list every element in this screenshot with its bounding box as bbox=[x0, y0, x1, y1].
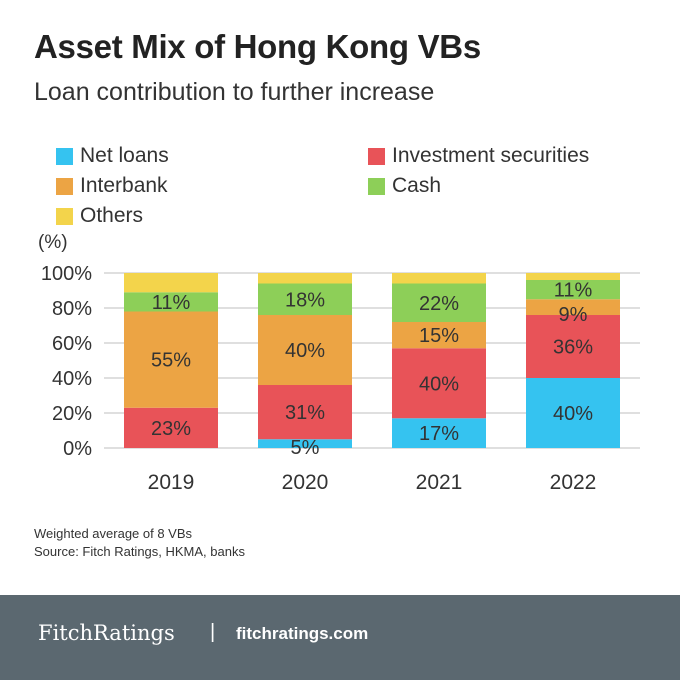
x-tick-label: 2022 bbox=[550, 471, 597, 494]
bar-segment-investment-securities bbox=[392, 348, 486, 419]
bar-segment-others bbox=[392, 273, 486, 284]
legend-swatch bbox=[368, 177, 385, 195]
data-label: 15% bbox=[419, 325, 459, 347]
data-label: 5% bbox=[291, 437, 320, 459]
bar-segment-others bbox=[526, 273, 620, 280]
data-label: 11% bbox=[554, 280, 593, 302]
bar-segment-cash bbox=[526, 280, 620, 300]
bar-segment-others bbox=[258, 273, 352, 284]
footer-website-link[interactable]: fitchratings.com bbox=[236, 624, 369, 643]
bar-segment-cash bbox=[258, 283, 352, 315]
legend-label: Net loans bbox=[80, 144, 169, 167]
bar-segment-others bbox=[124, 273, 218, 293]
stacked-bar-chart: 0% 20% 40% 60% 80% 100% 23% 55% 11% 2019 5% 31% 40% 1… bbox=[41, 263, 640, 494]
bar-segment-interbank bbox=[526, 299, 620, 315]
data-label: 40% bbox=[553, 403, 593, 425]
legend-swatch bbox=[56, 207, 73, 225]
legend-swatch bbox=[56, 147, 73, 165]
legend: Net loans Investment securities Interban… bbox=[56, 144, 656, 234]
y-tick-label: 0% bbox=[63, 438, 92, 460]
footer-separator: | bbox=[210, 621, 216, 643]
data-label: 55% bbox=[151, 350, 191, 372]
chart-subtitle: Loan contribution to further increase bbox=[34, 78, 435, 106]
bar-segment-cash bbox=[124, 292, 218, 312]
legend-item-cash: Cash bbox=[368, 174, 441, 198]
footer-bar: FitchRatings | fitchratings.com bbox=[0, 595, 680, 680]
data-label: 40% bbox=[285, 340, 325, 362]
y-tick-label: 40% bbox=[52, 368, 92, 390]
bar-segment-interbank bbox=[258, 315, 352, 385]
legend-label: Cash bbox=[392, 174, 442, 197]
bar-segment-net-loans bbox=[526, 378, 620, 448]
chart-title: Asset Mix of Hong Kong VBs bbox=[34, 28, 481, 65]
legend-label: Interbank bbox=[80, 174, 168, 197]
y-tick-label: 100% bbox=[41, 263, 92, 285]
x-tick-label: 2021 bbox=[416, 471, 463, 494]
bar-segment-investment-securities bbox=[124, 407, 218, 448]
bar-segment-investment-securities bbox=[258, 385, 352, 440]
note-source: Source: Fitch Ratings, HKMA, banks bbox=[34, 544, 245, 559]
legend-item-net-loans: Net loans bbox=[56, 144, 169, 168]
data-label: 31% bbox=[285, 402, 325, 424]
legend-item-investment-securities: Investment securities bbox=[368, 144, 589, 168]
y-tick-label: 80% bbox=[52, 298, 92, 320]
data-label: 11% bbox=[152, 292, 191, 314]
data-label: 36% bbox=[553, 337, 593, 359]
y-axis-unit: (%) bbox=[38, 232, 68, 253]
data-label: 40% bbox=[419, 373, 459, 395]
legend-item-interbank: Interbank bbox=[56, 174, 168, 198]
y-tick-label: 60% bbox=[52, 333, 92, 355]
legend-swatch bbox=[56, 177, 73, 195]
note-weighted-average: Weighted average of 8 VBs bbox=[34, 526, 193, 541]
bar-segment-net-loans bbox=[392, 418, 486, 448]
data-label: 22% bbox=[419, 293, 459, 315]
bar-segment-interbank bbox=[124, 311, 218, 408]
fitch-ratings-logo: FitchRatings bbox=[38, 621, 175, 645]
bar-segment-cash bbox=[392, 283, 486, 322]
data-label: 9% bbox=[559, 304, 588, 326]
bar-segment-interbank bbox=[392, 322, 486, 349]
data-label: 18% bbox=[285, 289, 325, 311]
legend-item-others: Others bbox=[56, 204, 143, 228]
data-label: 17% bbox=[419, 423, 459, 445]
x-tick-label: 2019 bbox=[148, 471, 195, 494]
bar-segment-investment-securities bbox=[526, 315, 620, 378]
legend-label: Investment securities bbox=[392, 144, 590, 167]
legend-swatch bbox=[368, 147, 385, 165]
x-tick-label: 2020 bbox=[282, 471, 329, 494]
legend-label: Others bbox=[80, 204, 144, 227]
bar-segment-net-loans bbox=[258, 439, 352, 448]
y-tick-label: 20% bbox=[52, 403, 92, 425]
data-label: 23% bbox=[151, 418, 191, 440]
